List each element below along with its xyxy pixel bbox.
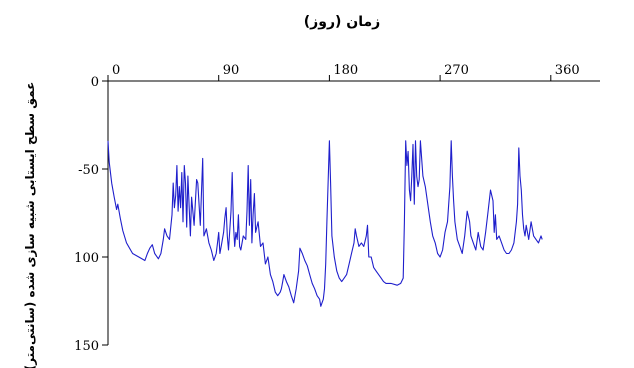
y-tick-label: 150: [74, 339, 99, 354]
x-axis-title: زمان (روز): [304, 14, 380, 30]
x-tick-label: 270: [444, 63, 469, 78]
x-axis-ticks: 0 90 180 270 360: [107, 63, 580, 81]
x-tick-label: 180: [333, 63, 358, 78]
y-axis-title: عمق سطح ایستابی شبیه سازی شده (سانتی‌متر…: [23, 82, 37, 368]
y-axis-ticks: 0 -50 100 150: [74, 75, 108, 354]
y-tick-label: 0: [91, 75, 99, 90]
plot-area: [107, 140, 543, 307]
axes: [107, 80, 600, 345]
x-tick-label: 0: [112, 63, 120, 78]
y-tick-label: 100: [74, 251, 99, 266]
x-tick-label: 360: [555, 63, 580, 78]
y-tick-label: -50: [78, 163, 99, 178]
x-tick-label: 90: [223, 63, 240, 78]
series-line: [107, 140, 543, 307]
